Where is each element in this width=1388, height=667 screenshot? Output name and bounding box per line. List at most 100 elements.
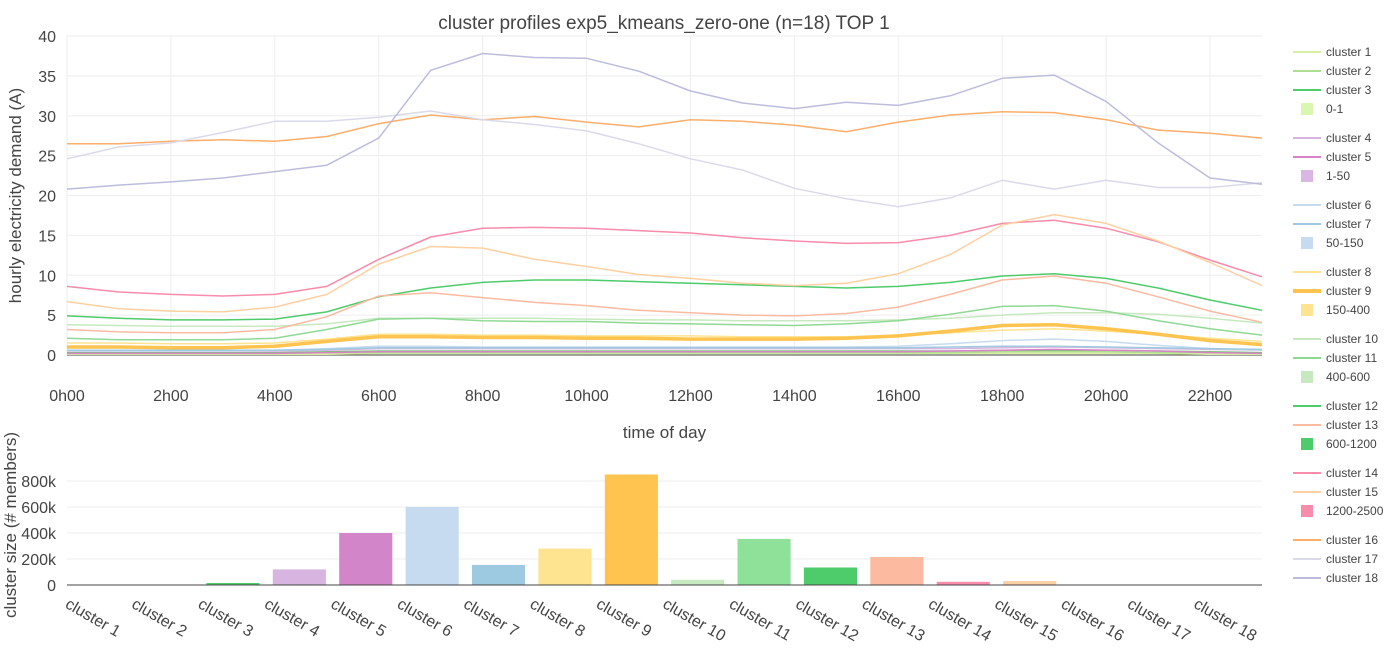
series-line-cluster-7 (67, 345, 1263, 351)
bar-y-tick-label: 600k (21, 500, 57, 517)
legend-swatch-box (1301, 371, 1313, 383)
legend-label: cluster 13 (1326, 418, 1378, 432)
bar-cluster-10 (671, 579, 725, 585)
legend-label: cluster 16 (1326, 533, 1378, 547)
legend-label: 600-1200 (1326, 437, 1377, 451)
series-line-cluster-15 (66, 213, 1263, 313)
bar-category-label: cluster 17 (1124, 596, 1193, 645)
x-axis-title: time of day (623, 423, 707, 442)
y-tick-label: 30 (38, 109, 56, 126)
legend-swatch-box (1301, 438, 1313, 450)
legend-swatch-box (1301, 505, 1313, 517)
bar-cluster-13 (870, 557, 924, 585)
bar-cluster-14 (936, 581, 990, 586)
legend-swatch-box (1301, 170, 1313, 182)
x-tick-label: 4h00 (257, 388, 293, 405)
bar-cluster-15 (1003, 581, 1057, 585)
legend-label: 1-50 (1326, 169, 1350, 183)
y-tick-label: 5 (47, 308, 56, 325)
bar-category-label: cluster 13 (859, 596, 928, 645)
series-line-cluster-5 (67, 348, 1263, 355)
bar-category-label: cluster 15 (992, 596, 1061, 645)
y-tick-label: 0 (47, 348, 56, 365)
series-line-cluster-8 (67, 327, 1263, 345)
legend-label: cluster 10 (1326, 332, 1378, 346)
y-tick-label: 25 (38, 149, 56, 166)
series-line-cluster-10 (66, 311, 1263, 328)
bar-cluster-9 (604, 474, 658, 585)
series-line-cluster-13 (66, 275, 1263, 334)
series-line-cluster-9 (67, 322, 1263, 350)
bar-cluster-7 (472, 564, 526, 585)
legend-label: 1200-2500 (1326, 504, 1384, 518)
legend-label: cluster 5 (1326, 150, 1372, 164)
x-tick-label: 18h00 (980, 388, 1025, 405)
x-tick-label: 6h00 (361, 388, 397, 405)
y-tick-label: 40 (38, 29, 56, 46)
y-tick-label: 15 (38, 228, 56, 245)
bar-category-label: cluster 3 (195, 596, 256, 641)
x-tick-label: 12h00 (668, 388, 713, 405)
bar-category-label: cluster 11 (726, 596, 794, 645)
legend-swatch-box (1301, 304, 1313, 316)
y-tick-label: 35 (38, 69, 56, 86)
legend-label: 150-400 (1326, 303, 1370, 317)
legend-label: cluster 17 (1326, 552, 1378, 566)
bar-y-tick-label: 200k (21, 552, 57, 569)
legend-label: 0-1 (1326, 102, 1344, 116)
x-tick-label: 0h00 (49, 388, 85, 405)
legend-label: cluster 8 (1326, 265, 1372, 279)
bar-category-label: cluster 2 (129, 596, 190, 641)
bar-y-tick-label: 400k (21, 526, 57, 543)
bar-category-label: cluster 7 (461, 596, 522, 641)
x-tick-label: 8h00 (465, 388, 501, 405)
legend-label: cluster 4 (1326, 131, 1372, 145)
bar-category-label: cluster 18 (1191, 596, 1260, 645)
x-tick-label: 10h00 (564, 388, 609, 405)
bar-category-label: cluster 16 (1058, 596, 1127, 645)
bar-category-label: cluster 4 (261, 596, 322, 641)
bar-category-label: cluster 5 (328, 596, 389, 641)
bar-category-label: cluster 14 (925, 596, 994, 645)
bar-cluster-11 (737, 538, 791, 585)
legend-label: cluster 18 (1326, 571, 1378, 585)
legend-label: cluster 1 (1326, 45, 1372, 59)
bar-category-label: cluster 10 (660, 596, 729, 645)
x-tick-label: 20h00 (1084, 388, 1129, 405)
bar-cluster-4 (272, 569, 326, 585)
y-tick-label: 10 (38, 268, 56, 285)
legend-swatch-box (1301, 237, 1313, 249)
legend-label: 400-600 (1326, 370, 1370, 384)
series-line-cluster-12 (66, 272, 1263, 321)
series-line-cluster-16 (67, 111, 1263, 145)
x-tick-label: 16h00 (876, 388, 921, 405)
bar-y-tick-label: 0 (47, 578, 56, 595)
x-tick-label: 2h00 (153, 388, 189, 405)
bar-cluster-3 (206, 583, 260, 585)
bar-cluster-6 (405, 507, 459, 585)
series-line-cluster-11 (66, 304, 1263, 341)
series-line-cluster-18 (66, 52, 1263, 190)
legend-label: cluster 9 (1326, 284, 1372, 298)
y-tick-label: 20 (38, 189, 56, 206)
bar-category-label: cluster 12 (793, 596, 862, 645)
bar-y-axis-title: cluster size (# members) (1, 432, 20, 618)
bar-cluster-8 (538, 548, 592, 585)
bar-cluster-12 (803, 567, 857, 585)
legend-label: cluster 12 (1326, 399, 1378, 413)
bar-y-tick-label: 800k (21, 474, 57, 491)
legend-label: cluster 2 (1326, 64, 1372, 78)
legend-label: cluster 14 (1326, 466, 1378, 480)
legend-label: cluster 3 (1326, 83, 1372, 97)
legend-label: cluster 11 (1326, 351, 1377, 365)
legend-label: 50-150 (1326, 236, 1364, 250)
x-tick-label: 14h00 (772, 388, 817, 405)
legend-label: cluster 6 (1326, 198, 1372, 212)
bar-category-label: cluster 9 (593, 596, 654, 641)
legend-label: cluster 7 (1326, 217, 1372, 231)
bar-category-label: cluster 1 (62, 596, 123, 641)
x-tick-label: 22h00 (1188, 388, 1233, 405)
